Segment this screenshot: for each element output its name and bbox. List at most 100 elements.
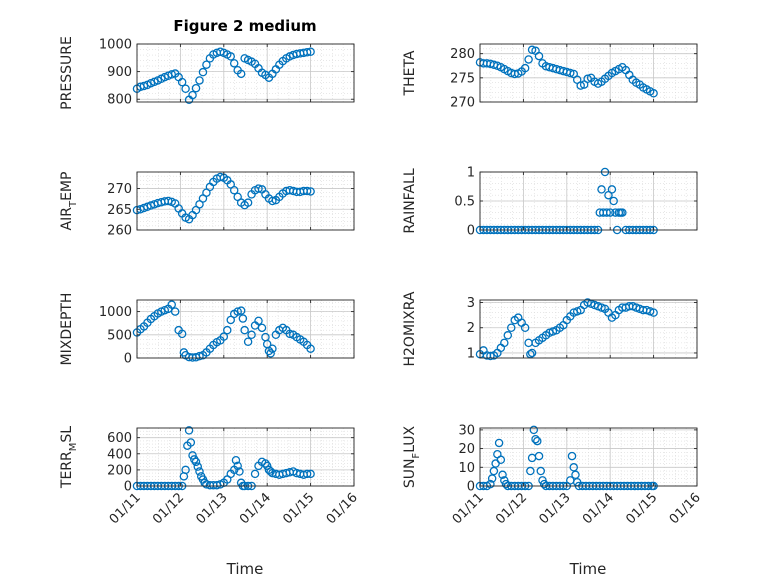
- axes-box: [136, 43, 355, 103]
- data-point: [186, 438, 196, 447]
- axes-box: [479, 299, 698, 359]
- data-point: [184, 426, 194, 435]
- subplot-1: 1000 900 800 PRESSURE: [59, 36, 355, 110]
- data-point: [498, 470, 507, 480]
- data-point: [188, 451, 197, 460]
- data-point: [236, 306, 246, 315]
- data-point: [261, 459, 270, 468]
- data-point: [649, 308, 658, 317]
- data-point: [524, 55, 533, 64]
- data-point: [216, 47, 225, 56]
- data-point: [254, 184, 263, 193]
- data-point: [527, 45, 537, 55]
- data-point: [223, 325, 232, 335]
- data-point: [266, 467, 275, 476]
- data-point: [520, 63, 530, 73]
- data-point: [506, 323, 516, 332]
- data-point: [602, 208, 611, 217]
- data-point: [486, 479, 495, 489]
- data-point: [170, 307, 180, 316]
- data-point: [181, 84, 190, 93]
- data-point: [605, 208, 615, 217]
- data-point: [529, 425, 539, 435]
- data-point: [501, 479, 511, 489]
- data-point: [188, 90, 197, 100]
- data-point: [231, 455, 241, 465]
- data-point: [191, 457, 201, 467]
- data-point: [247, 330, 256, 340]
- data-point: [195, 351, 204, 361]
- data-point: [268, 196, 277, 206]
- data-point: [202, 60, 211, 69]
- data-point: [489, 466, 499, 476]
- y-tick-label: 30: [458, 423, 475, 438]
- y-tick-label: 3: [467, 296, 475, 311]
- y-tick-label: 0: [124, 352, 132, 367]
- y-tick-label: 260: [107, 224, 132, 239]
- y-axis-label: AIRTEMP: [59, 172, 79, 231]
- data-point: [494, 438, 504, 448]
- data-point: [649, 89, 658, 98]
- axes-box: [136, 299, 355, 359]
- data-point: [266, 349, 275, 358]
- data-point: [240, 325, 249, 335]
- subplot-3: 270 265 260 AIRTEMP: [59, 172, 355, 239]
- data-point: [597, 185, 606, 194]
- data-point: [198, 67, 208, 77]
- data-point: [520, 323, 530, 332]
- y-tick-label: 800: [107, 93, 132, 108]
- data-point: [496, 455, 506, 465]
- y-tick-label: 0: [467, 480, 475, 495]
- y-axis-label: TERRMSL: [59, 426, 79, 489]
- data-point: [235, 467, 244, 476]
- data-point: [306, 344, 315, 353]
- y-tick-label: 200: [107, 463, 132, 478]
- data-point: [534, 51, 544, 61]
- data-point: [534, 451, 544, 461]
- data-point: [238, 314, 248, 323]
- data-point: [503, 331, 513, 340]
- data-point: [567, 451, 577, 461]
- data-point: [487, 474, 497, 483]
- data-point: [190, 455, 199, 464]
- data-point: [500, 338, 509, 348]
- y-tick-label: 500: [107, 328, 132, 343]
- y-tick-label: 1000: [99, 305, 132, 320]
- data-point: [257, 323, 267, 333]
- data-point: [243, 337, 253, 347]
- y-tick-label: 0: [124, 480, 132, 495]
- data-point: [609, 196, 618, 206]
- data-point: [533, 436, 542, 446]
- subplot-4: 1 0.5 0 RAINFALL: [402, 166, 698, 239]
- data-point: [566, 68, 575, 78]
- data-point: [576, 81, 585, 90]
- y-axis-label: SUNFLUX: [402, 425, 422, 488]
- y-tick-label: 600: [107, 431, 132, 446]
- data-point: [195, 76, 204, 85]
- y-tick-label: 270: [450, 96, 475, 111]
- subplot-2: 280 275 270 THETA: [402, 43, 698, 111]
- axes-box: [136, 427, 355, 487]
- data-point: [302, 469, 312, 479]
- axes-box: [479, 427, 698, 487]
- data-point: [607, 185, 617, 194]
- x-axis-label-left: Time: [226, 560, 264, 578]
- x-axis-label-right: Time: [569, 560, 607, 578]
- y-tick-label: 265: [107, 203, 132, 218]
- data-point: [250, 469, 260, 479]
- data-point: [618, 208, 627, 217]
- data-point: [486, 351, 495, 361]
- data-point: [229, 185, 239, 195]
- data-point: [306, 47, 315, 56]
- y-tick-label: 0: [467, 224, 475, 239]
- data-point: [233, 307, 242, 316]
- y-tick-label: 1: [467, 166, 475, 181]
- y-tick-label: 400: [107, 447, 132, 462]
- data-point: [302, 48, 312, 57]
- y-tick-label: 1: [467, 346, 475, 361]
- y-axis-label: MIXDEPTH: [59, 293, 75, 366]
- data-point: [306, 469, 315, 479]
- data-point: [216, 172, 225, 182]
- y-axis-label: H2OMIXRA: [402, 291, 418, 366]
- data-point: [219, 332, 229, 341]
